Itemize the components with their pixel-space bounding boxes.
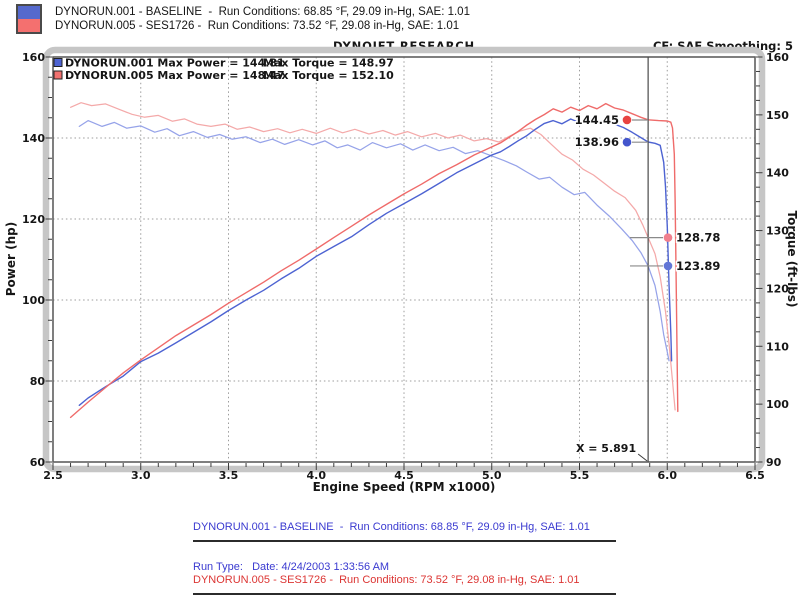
torque-tick-label: 110: [766, 340, 789, 353]
ses1726-torque-curve: [69, 102, 676, 411]
run2-color-chip: [18, 19, 40, 32]
torque-tick-label: 100: [766, 398, 789, 411]
run-color-swatch: [16, 4, 42, 34]
cursor-x-label: X = 5.891: [576, 442, 636, 455]
torque-axis-title: Torque (ft-lbs): [785, 211, 799, 308]
x-tick-label: 3.0: [131, 469, 151, 482]
x-tick-label: 6.5: [745, 469, 765, 482]
legend-maxtorque: Max Torque = 152.10: [263, 69, 394, 82]
separator-line: [193, 593, 616, 595]
ses1726-power-curve: [69, 102, 679, 419]
x-tick-label: 2.5: [43, 469, 63, 482]
torque-tick-label: 150: [766, 109, 789, 122]
run1-details-line1: DYNORUN.001 - BASELINE - Run Conditions:…: [193, 520, 590, 533]
power-axis-title: Power (hp): [4, 222, 18, 296]
baseline-power-readout-value: 138.96: [575, 135, 619, 149]
x-tick-label: 4.0: [307, 469, 327, 482]
baseline-torque-readout-value: 123.89: [676, 259, 720, 273]
legend-maxtorque: Max Torque = 148.97: [263, 57, 394, 70]
power-tick-label: 60: [30, 456, 46, 469]
separator-line: [193, 540, 616, 542]
power-tick-label: 100: [22, 294, 45, 307]
torque-tick-label: 140: [766, 167, 789, 180]
ses1726-power-readout-value: 144.45: [575, 113, 619, 127]
run1-details-line2: Run Type: Date: 4/24/2003 1:33:56 AM: [193, 561, 390, 574]
torque-tick-label: 120: [766, 282, 789, 295]
legend-run-maxpower: DYNORUN.005 Max Power = 148.47: [65, 69, 285, 82]
run2-details-line1: DYNORUN.005 - SES1726 - Run Conditions: …: [193, 573, 580, 586]
run2-conditions-text: DYNORUN.005 - SES1726 - Run Conditions: …: [55, 20, 460, 32]
run1-details-block: DYNORUN.001 - BASELINE - Run Conditions:…: [193, 494, 667, 600]
baseline-torque-curve: [78, 119, 670, 362]
x-tick-label: 5.5: [570, 469, 590, 482]
plot-border: [52, 56, 756, 463]
x-tick-label: 5.0: [482, 469, 502, 482]
power-tick-label: 140: [22, 132, 45, 145]
legend-run-maxpower: DYNORUN.001 Max Power = 144.81: [65, 57, 285, 70]
power-tick-label: 80: [30, 375, 46, 388]
x-tick-label: 6.0: [658, 469, 678, 482]
dyno-chart: DYNOJET RESEARCH CF: SAE Smoothing: 52.5 3…: [4, 39, 799, 494]
ses1726-torque-readout-value: 128.78: [676, 231, 720, 245]
power-tick-label: 120: [22, 213, 45, 226]
power-tick-label: 160: [22, 51, 45, 64]
cursor-label-pointer: [637, 453, 648, 462]
legend-swatch: [53, 58, 63, 67]
x-axis-title: Engine Speed (RPM x1000): [313, 480, 496, 494]
ses1726-power-readout-dot: [622, 115, 632, 125]
baseline-power-curve: [78, 117, 673, 406]
run1-color-chip: [18, 6, 40, 19]
x-tick-label: 4.5: [394, 469, 414, 482]
baseline-torque-readout-dot: [663, 261, 673, 271]
x-tick-label: 3.5: [219, 469, 239, 482]
run2-details-block: DYNORUN.005 - SES1726 - Run Conditions: …: [193, 547, 681, 600]
ses1726-torque-readout-dot: [663, 233, 673, 242]
legend-swatch: [53, 70, 63, 80]
torque-tick-label: 90: [766, 456, 782, 469]
run1-conditions-text: DYNORUN.001 - BASELINE - Run Conditions:…: [55, 6, 470, 18]
baseline-power-readout-dot: [622, 137, 632, 147]
torque-tick-label: 130: [766, 225, 789, 238]
torque-tick-label: 160: [766, 51, 789, 64]
